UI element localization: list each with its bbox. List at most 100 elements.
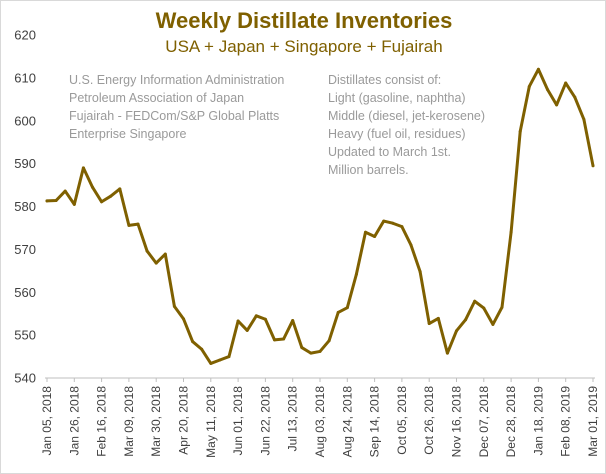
y-tick-label: 620: [14, 28, 36, 43]
chart-title: Weekly Distillate Inventories: [156, 8, 453, 33]
x-tick-label: Aug 03, 2018: [313, 386, 327, 458]
data-point: [391, 221, 395, 225]
data-point: [282, 337, 286, 341]
data-point: [427, 322, 431, 326]
note-line: Light (gasoline, naphtha): [328, 91, 466, 105]
data-point: [109, 194, 113, 198]
data-point: [373, 235, 377, 239]
note-line: Distillates consist of:: [328, 73, 441, 87]
data-point: [136, 222, 140, 226]
data-point: [382, 219, 386, 223]
x-tick-label: Jun 01, 2018: [231, 386, 245, 456]
x-tick-label: Jan 26, 2018: [67, 386, 81, 456]
x-tick-label: Mar 01, 2019: [586, 386, 600, 457]
data-point: [227, 355, 231, 359]
data-point: [464, 318, 468, 322]
source-line: U.S. Energy Information Administration: [69, 73, 284, 87]
data-point: [364, 230, 367, 234]
data-point: [154, 261, 158, 265]
data-point: [191, 340, 195, 344]
data-point: [473, 299, 477, 303]
chart-subtitle: USA + Japan + Singapore + Fujairah: [165, 37, 442, 56]
data-point: [318, 349, 322, 353]
x-tick-label: Feb 08, 2019: [559, 386, 573, 457]
data-point: [273, 338, 276, 342]
data-point: [527, 84, 531, 88]
data-point: [200, 347, 204, 351]
data-point: [263, 317, 267, 321]
y-tick-label: 590: [14, 156, 36, 171]
data-point: [54, 198, 58, 202]
data-point: [400, 225, 404, 229]
data-point: [555, 103, 559, 107]
data-point: [127, 223, 131, 227]
y-tick-label: 540: [14, 371, 36, 386]
data-point: [591, 164, 595, 168]
x-tick-label: May 11, 2018: [204, 386, 218, 458]
data-point: [500, 305, 504, 309]
data-point: [354, 272, 358, 276]
series-layer: [45, 67, 595, 365]
x-tick-label: Jul 13, 2018: [286, 386, 300, 452]
data-point: [45, 199, 49, 203]
data-point: [455, 329, 458, 333]
data-point: [491, 322, 495, 326]
x-tick-label: Sep 14, 2018: [368, 386, 382, 458]
data-point: [100, 200, 104, 204]
data-point: [482, 306, 486, 310]
y-tick-label: 580: [14, 199, 36, 214]
data-point: [536, 67, 540, 71]
data-point: [300, 346, 304, 350]
data-point: [236, 319, 240, 323]
data-point: [582, 117, 586, 121]
data-point: [118, 187, 122, 191]
source-line: Enterprise Singapore: [69, 127, 186, 141]
data-point: [172, 304, 176, 308]
data-point: [409, 243, 413, 247]
data-point: [564, 81, 568, 85]
data-point: [163, 252, 167, 256]
note-line: Middle (diesel, jet-kerosene): [328, 109, 485, 123]
data-point: [218, 358, 222, 362]
data-point: [345, 306, 349, 310]
data-point: [254, 314, 258, 318]
data-point: [91, 185, 94, 189]
x-tick-label: Mar 30, 2018: [149, 386, 163, 457]
data-point: [445, 351, 449, 355]
data-point: [63, 189, 67, 193]
data-point: [81, 166, 85, 170]
x-tick-label: Feb 16, 2018: [95, 386, 109, 457]
definition-annotations: Distillates consist of: Light (gasoline,…: [328, 73, 485, 177]
x-tick-label: Oct 05, 2018: [395, 386, 409, 455]
data-point: [291, 319, 295, 323]
y-tick-label: 560: [14, 285, 36, 300]
x-tick-label: Aug 24, 2018: [340, 386, 354, 458]
x-tick-label: Jun 22, 2018: [258, 386, 272, 456]
x-tick-label: Nov 16, 2018: [450, 386, 464, 458]
data-point: [573, 95, 577, 99]
y-tick-label: 550: [14, 328, 36, 343]
x-tick-label: Dec 28, 2018: [504, 386, 518, 458]
data-point: [245, 328, 249, 332]
source-line: Fujairah - FEDCom/S&P Global Platts: [69, 109, 279, 123]
source-annotations: U.S. Energy Information Administration P…: [69, 73, 284, 141]
data-point: [509, 230, 513, 234]
source-line: Petroleum Association of Japan: [69, 91, 244, 105]
note-line: Updated to March 1st.: [328, 145, 451, 159]
note-line: Heavy (fuel oil, residues): [328, 127, 466, 141]
data-point: [209, 361, 213, 365]
data-point: [336, 310, 340, 314]
y-tick-label: 610: [14, 70, 36, 85]
note-line: Million barrels.: [328, 163, 409, 177]
x-tick-label: Apr 20, 2018: [177, 386, 191, 455]
y-tick-label: 570: [14, 242, 36, 257]
data-point: [182, 317, 185, 321]
y-axis: 540 550 560 570 580 590 600 610 620: [14, 28, 36, 386]
x-tick-label: Jan 05, 2018: [40, 386, 54, 456]
data-point: [546, 87, 549, 91]
data-point: [72, 202, 76, 206]
data-point: [518, 129, 522, 133]
data-point: [327, 339, 331, 343]
